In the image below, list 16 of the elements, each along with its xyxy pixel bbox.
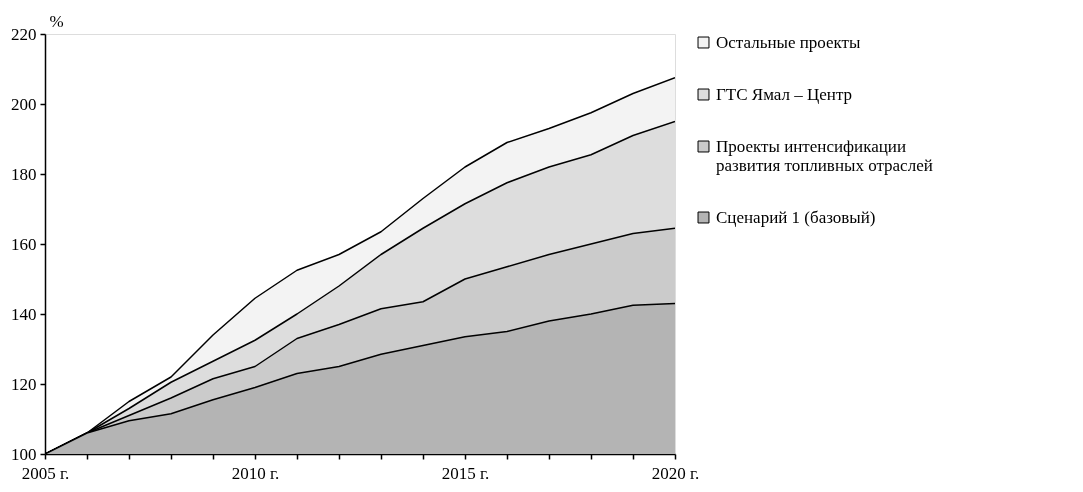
x-tick-label: 2010 г.	[231, 463, 280, 483]
x-tick-label: 2020 г.	[651, 463, 700, 483]
x-tick-label: 2005 г.	[21, 463, 70, 483]
y-tick-label: 200	[11, 94, 37, 114]
legend-label: ГТС Ямал – Центр	[716, 84, 853, 104]
legend-label: Проекты интенсификации развития топливных отраслей	[716, 136, 933, 175]
y-tick-label: 160	[11, 234, 37, 254]
legend-label: Сценарий 1 (базовый)	[716, 207, 876, 227]
y-axis-title: %	[49, 11, 64, 31]
y-tick-label: 140	[11, 304, 37, 324]
y-tick-label: 220	[11, 24, 37, 44]
legend-label: Остальные проекты	[716, 32, 862, 52]
y-tick-label: 120	[11, 374, 37, 394]
x-tick-label: 2015 г.	[441, 463, 490, 483]
y-tick-label: 180	[11, 164, 37, 184]
y-tick-label: 100	[11, 444, 37, 464]
